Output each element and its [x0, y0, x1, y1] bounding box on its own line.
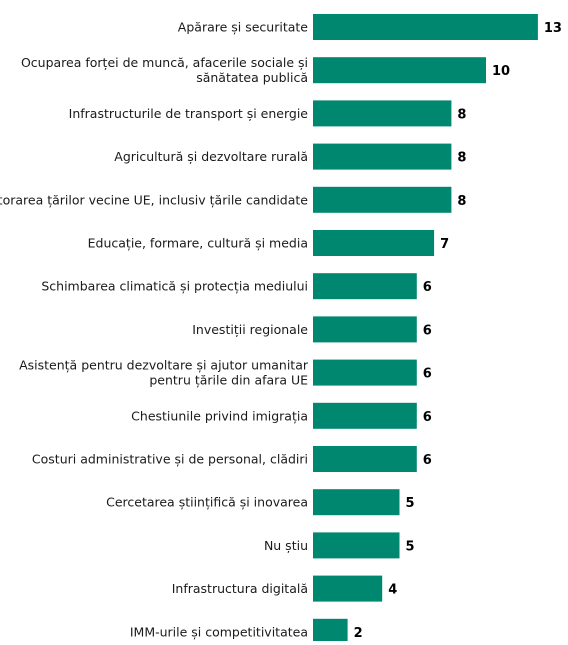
category-label-line: Ajutorarea țărilor vecine UE, inclusiv ț…: [0, 192, 308, 207]
category-label: Apărare și securitate: [178, 20, 309, 35]
bar: [313, 186, 452, 213]
bar: [313, 402, 417, 429]
bar: [313, 273, 417, 300]
value-label: 7: [440, 237, 449, 252]
value-label: 2: [354, 626, 363, 641]
bar: [313, 14, 538, 40]
category-label-line: Asistență pentru dezvoltare și ajutor um…: [19, 358, 309, 373]
value-label: 6: [423, 410, 432, 425]
category-label-line: Schimbarea climatică și protecția mediul…: [41, 279, 308, 294]
bar: [313, 230, 435, 256]
category-label-line: Infrastructurile de transport și energie: [69, 106, 309, 121]
category-label: Chestiunile privind imigrația: [131, 408, 308, 423]
category-label-line: Ocuparea forței de muncă, afacerile soci…: [21, 55, 308, 70]
category-label-line: Apărare și securitate: [178, 20, 309, 35]
category-label-line: sănătatea publică: [196, 70, 308, 85]
bar: [313, 57, 486, 84]
bar: [313, 618, 348, 645]
category-label: Cercetarea științifică și inovarea: [106, 495, 308, 510]
category-label: Agricultură și dezvoltare rurală: [114, 149, 308, 164]
value-label: 6: [423, 323, 432, 338]
category-label: Nu știu: [264, 538, 308, 553]
category-label: Ajutorarea țărilor vecine UE, inclusiv ț…: [0, 192, 308, 207]
category-label: Ocuparea forței de muncă, afacerile soci…: [21, 55, 308, 85]
value-label: 5: [406, 539, 415, 554]
value-label: 6: [423, 453, 432, 468]
category-label: Costuri administrative și de personal, c…: [32, 452, 308, 467]
value-label: 4: [388, 583, 397, 598]
category-label-line: IMM-urile și competitivitatea: [130, 624, 308, 639]
value-label: 6: [423, 367, 432, 382]
value-label: 8: [457, 151, 466, 166]
category-label: Educație, formare, cultură și media: [88, 236, 308, 251]
category-label-line: Cercetarea științifică și inovarea: [106, 495, 308, 510]
value-label: 8: [457, 107, 466, 122]
bar: [313, 532, 400, 559]
category-label: IMM-urile și competitivitatea: [130, 624, 308, 639]
bar: [313, 143, 452, 170]
value-label: 13: [544, 21, 562, 36]
value-label: 8: [457, 194, 466, 209]
bar: [313, 359, 417, 386]
category-label-line: Educație, formare, cultură și media: [88, 236, 308, 251]
bar: [313, 316, 417, 343]
category-label-line: Agricultură și dezvoltare rurală: [114, 149, 308, 164]
bar: [313, 575, 383, 602]
category-label-line: Nu știu: [264, 538, 308, 553]
value-label: 10: [492, 64, 510, 79]
category-label-line: Chestiunile privind imigrația: [131, 408, 308, 423]
category-label: Schimbarea climatică și protecția mediul…: [41, 279, 308, 294]
category-label-line: Costuri administrative și de personal, c…: [32, 452, 308, 467]
category-label: Infrastructura digitală: [172, 581, 308, 596]
category-label-line: pentru țările din afara UE: [149, 373, 308, 388]
category-label-line: Investiții regionale: [192, 322, 308, 337]
category-label: Asistență pentru dezvoltare și ajutor um…: [19, 358, 309, 388]
bar: [313, 489, 400, 516]
category-label: Investiții regionale: [192, 322, 308, 337]
bar: [313, 446, 417, 472]
category-label-line: Infrastructura digitală: [172, 581, 308, 596]
bar: [313, 100, 452, 127]
category-label: Infrastructurile de transport și energie: [69, 106, 309, 121]
value-label: 5: [406, 496, 415, 511]
value-label: 6: [423, 280, 432, 295]
